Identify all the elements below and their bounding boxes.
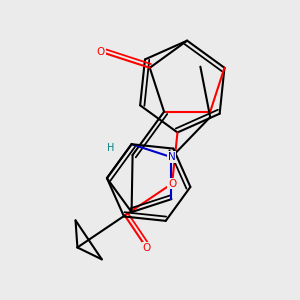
Text: N: N [168,152,176,162]
Text: O: O [97,47,105,57]
Text: O: O [168,178,176,189]
Text: O: O [142,243,151,253]
Text: H: H [107,143,115,153]
